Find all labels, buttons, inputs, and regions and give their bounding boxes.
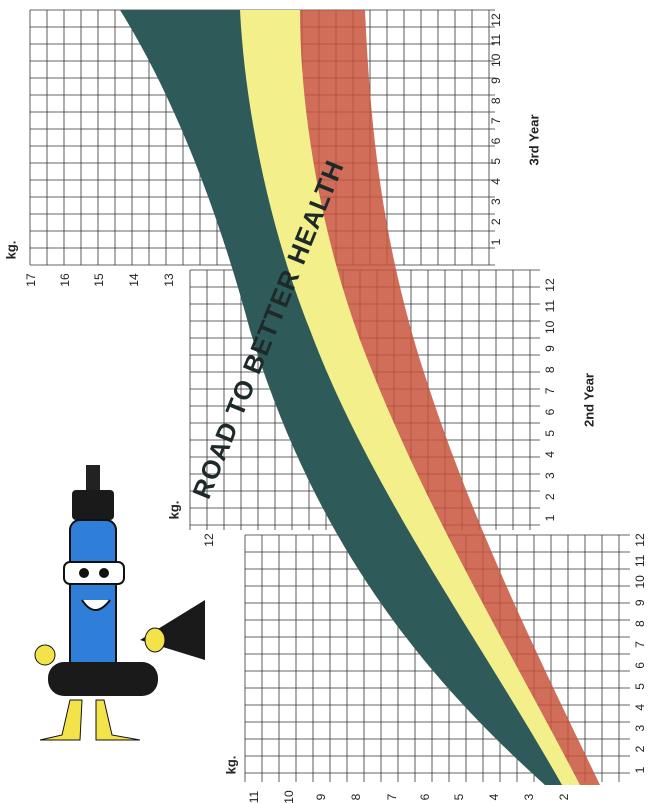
kg-label: 9 bbox=[314, 793, 328, 800]
month-label: 12 bbox=[489, 13, 503, 27]
month-label: 12 bbox=[633, 533, 647, 547]
month-label: 6 bbox=[489, 137, 503, 144]
year-label: 2nd Year bbox=[581, 373, 596, 427]
month-label: 8 bbox=[633, 620, 647, 627]
month-label: 1 bbox=[543, 514, 557, 521]
kg-label: 17 bbox=[24, 273, 38, 287]
month-label: 2 bbox=[543, 493, 557, 500]
month-label: 11 bbox=[543, 300, 557, 313]
month-label: 5 bbox=[489, 158, 503, 165]
month-label: 3 bbox=[633, 725, 647, 732]
kg-label: 13 bbox=[162, 273, 176, 287]
kg-label: 8 bbox=[349, 793, 363, 800]
year-label: 3rd Year bbox=[526, 114, 541, 165]
month-label: 1 bbox=[633, 766, 647, 773]
kg-label: 6 bbox=[418, 793, 432, 800]
month-label: 5 bbox=[543, 430, 557, 437]
month-label: 6 bbox=[633, 662, 647, 669]
month-label: 8 bbox=[543, 366, 557, 373]
month-label: 7 bbox=[543, 387, 557, 394]
month-label: 3 bbox=[489, 198, 503, 205]
kg-label: 11 bbox=[247, 790, 261, 803]
month-label: 11 bbox=[633, 554, 647, 567]
month-label: 3 bbox=[543, 472, 557, 479]
month-label: 4 bbox=[633, 704, 647, 711]
kg-label: 14 bbox=[127, 273, 141, 287]
month-label: 12 bbox=[543, 278, 557, 292]
teal-band bbox=[120, 10, 562, 785]
month-label: 2 bbox=[633, 745, 647, 752]
kg-unit: kg. bbox=[3, 241, 18, 260]
month-label: 8 bbox=[489, 97, 503, 104]
kg-unit: kg. bbox=[223, 756, 238, 775]
month-label: 10 bbox=[633, 575, 647, 589]
month-label: 10 bbox=[489, 53, 503, 67]
month-label: 7 bbox=[633, 641, 647, 648]
month-label: 1 bbox=[489, 238, 503, 245]
month-label: 10 bbox=[543, 320, 557, 334]
kg-label: 12 bbox=[202, 533, 216, 547]
month-label: 9 bbox=[633, 599, 647, 606]
kg-label: 16 bbox=[58, 273, 72, 287]
month-label: 11 bbox=[489, 34, 503, 47]
kg-label: 10 bbox=[282, 790, 296, 803]
kg-label: 4 bbox=[487, 793, 501, 800]
month-label: 9 bbox=[543, 345, 557, 352]
kg-label: 15 bbox=[92, 273, 106, 287]
kg-unit: kg. bbox=[166, 501, 181, 520]
month-label: 4 bbox=[543, 451, 557, 458]
month-label: 2 bbox=[489, 218, 503, 225]
month-label: 5 bbox=[633, 683, 647, 690]
kg-label: 3 bbox=[522, 793, 536, 800]
month-label: 6 bbox=[543, 408, 557, 415]
month-label: 7 bbox=[489, 117, 503, 124]
month-label: 9 bbox=[489, 77, 503, 84]
kg-label: 7 bbox=[385, 793, 399, 800]
kg-label: 5 bbox=[452, 793, 466, 800]
mascot bbox=[34, 465, 205, 741]
kg-label: 2 bbox=[557, 793, 571, 800]
month-label: 4 bbox=[489, 178, 503, 185]
